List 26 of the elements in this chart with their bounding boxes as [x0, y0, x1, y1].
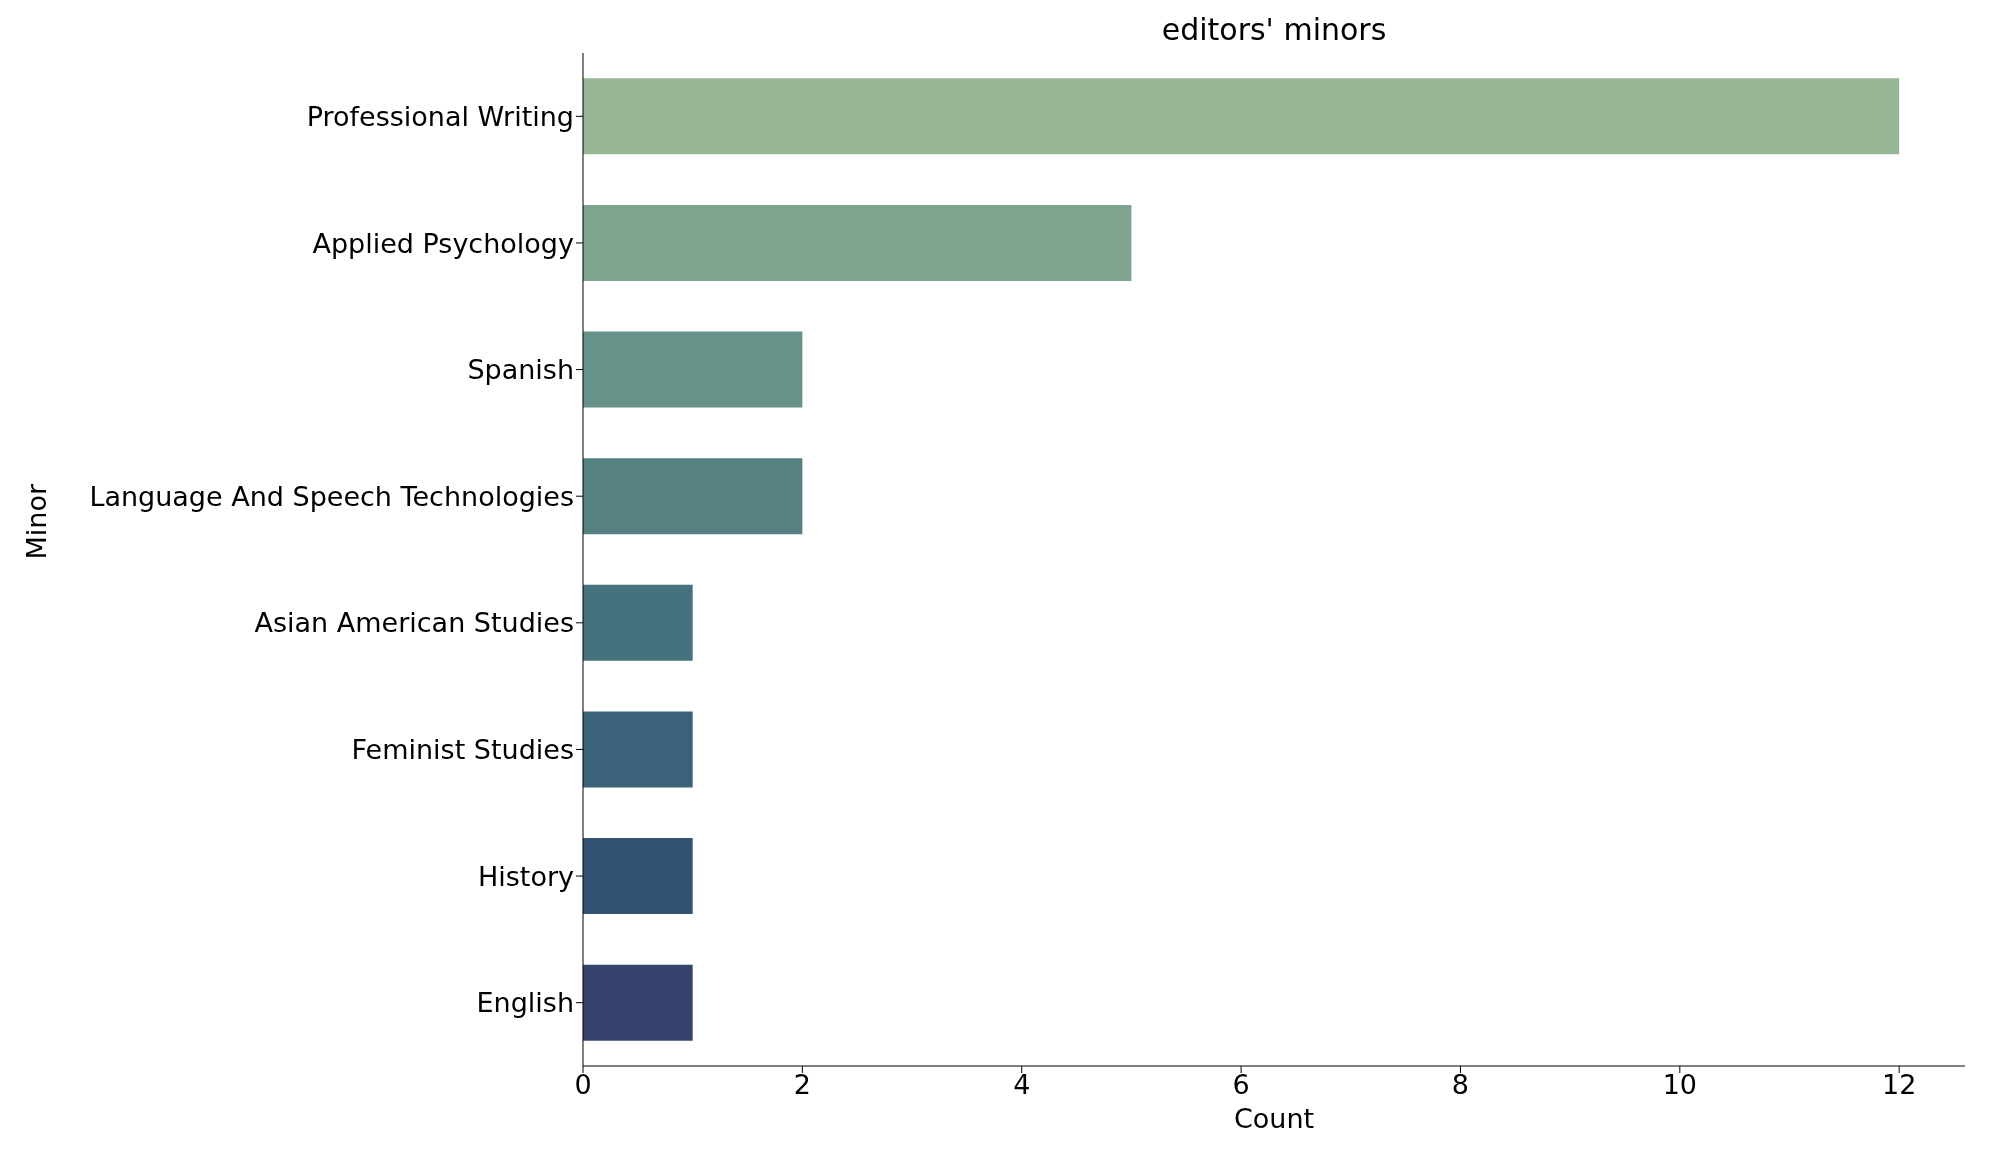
bar: [583, 584, 693, 661]
bar: [583, 331, 803, 408]
bar: [583, 204, 1132, 281]
chart-title: editors' minors: [1160, 12, 1388, 47]
y-tick-label: Language And Speech Technologies: [89, 480, 574, 512]
bar: [583, 838, 693, 915]
y-tick-label: Applied Psychology: [312, 227, 575, 259]
y-tick-label: English: [476, 987, 574, 1019]
bar: [583, 458, 803, 535]
x-tick-label: 2: [793, 1069, 811, 1101]
y-tick-label: Professional Writing: [306, 100, 574, 132]
y-axis-title: Minor: [20, 483, 52, 560]
bar: [583, 78, 1900, 155]
y-tick-label: Asian American Studies: [254, 607, 574, 639]
x-tick-label: 12: [1882, 1069, 1917, 1101]
x-tick-label: 8: [1451, 1069, 1470, 1101]
x-tick-label: 10: [1662, 1069, 1698, 1101]
x-tick-label: 0: [574, 1069, 592, 1101]
x-tick-label: 6: [1232, 1069, 1250, 1101]
y-tick-label: Feminist Studies: [351, 734, 574, 766]
y-tick-label: Spanish: [467, 354, 574, 386]
bar: [583, 711, 693, 788]
y-tick-label: History: [477, 860, 575, 892]
x-axis-title: Count: [1233, 1103, 1315, 1134]
bar: [583, 964, 693, 1041]
x-tick-label: 4: [1013, 1069, 1031, 1101]
